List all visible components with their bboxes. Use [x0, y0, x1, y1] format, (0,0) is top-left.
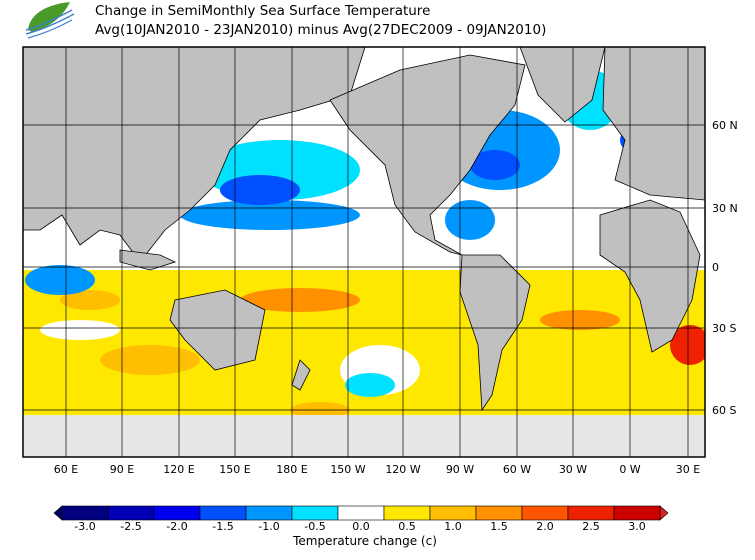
leaf-wave-logo-icon: [25, 2, 75, 39]
lon-label: 0 W: [619, 463, 641, 476]
colorbar-tick-label: 2.0: [536, 520, 554, 533]
south-america: [459, 254, 531, 412]
lon-label: 60 E: [53, 463, 79, 476]
colorbar-swatch: [153, 505, 201, 521]
colorbar-tick-label: -2.5: [120, 520, 142, 533]
lon-label: 90 W: [445, 463, 475, 476]
chart-title: Change in SemiMonthly Sea Surface Temper…: [95, 3, 431, 19]
lat-label: 0: [712, 261, 719, 274]
colorbar-under-arrow: [53, 505, 63, 521]
lon-label: 120 W: [385, 463, 421, 476]
colorbar-swatch: [383, 505, 431, 521]
colorbar-swatch: [199, 505, 247, 521]
colorbar-tick-label: 3.0: [628, 520, 646, 533]
colorbar-swatch: [429, 505, 477, 521]
colorbar-tick-label: -1.5: [212, 520, 234, 533]
europe: [602, 47, 705, 201]
colorbar-swatch: [107, 505, 155, 521]
anomaly-field: [23, 50, 705, 457]
colorbar-title: Temperature change (c): [293, 534, 437, 548]
sst-change-map: [22, 46, 706, 458]
lon-label: 30 W: [558, 463, 588, 476]
lat-label: 30 S: [712, 322, 737, 335]
colorbar-tick-label: -1.0: [258, 520, 280, 533]
colorbar-swatch: [567, 505, 615, 521]
colorbar-tick-label: 2.5: [582, 520, 600, 533]
lon-label: 180 E: [276, 463, 308, 476]
colorbar-swatch: [613, 505, 661, 521]
lat-label: 30 N: [712, 202, 738, 215]
lon-label: 120 E: [163, 463, 195, 476]
lon-label: 150 E: [219, 463, 251, 476]
lon-label: 150 W: [330, 463, 366, 476]
colorbar-tick-label: 0.0: [352, 520, 370, 533]
colorbar-tick-label: 1.5: [490, 520, 508, 533]
colorbar-swatch: [245, 505, 293, 521]
colorbar-swatch: [475, 505, 523, 521]
colorbar-swatch: [291, 505, 339, 521]
map-frame: [22, 46, 706, 458]
colorbar-tick-label: -0.5: [304, 520, 326, 533]
lat-label: 60 S: [712, 404, 737, 417]
colorbar-swatch: [521, 505, 569, 521]
colorbar-tick-label: -2.0: [166, 520, 188, 533]
greenland: [519, 47, 606, 123]
lon-label: 60 W: [502, 463, 532, 476]
colorbar-swatch: [337, 505, 385, 521]
indonesia: [119, 249, 177, 271]
colorbar-swatch: [61, 505, 109, 521]
graticule: [23, 47, 705, 457]
north-america: [329, 54, 526, 256]
colorbar-over-arrow: [659, 505, 669, 521]
lat-label: 60 N: [712, 119, 738, 132]
lon-label: 30 E: [675, 463, 701, 476]
new-zealand: [291, 359, 311, 391]
chart-subtitle: Avg(10JAN2010 - 23JAN2010) minus Avg(27D…: [95, 22, 547, 38]
colorbar-tick-label: 1.0: [444, 520, 462, 533]
colorbar-tick-label: 0.5: [398, 520, 416, 533]
lon-label: 90 E: [109, 463, 135, 476]
colorbar-tick-label: -3.0: [74, 520, 96, 533]
